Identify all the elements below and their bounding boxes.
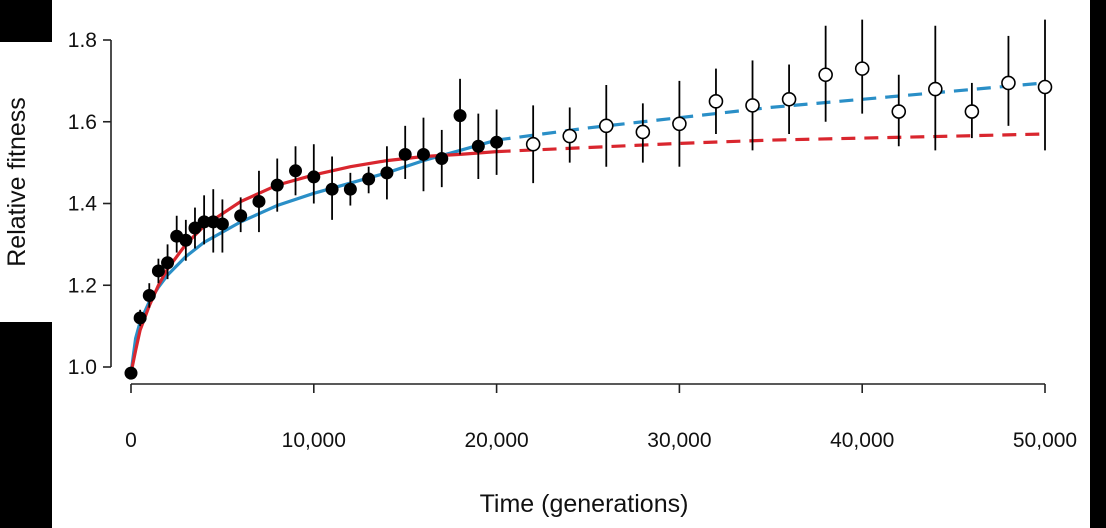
data-point-open — [818, 67, 833, 83]
curve-1-dashed — [496, 132, 1046, 154]
data-point-open — [672, 116, 687, 132]
data-point-filled — [362, 172, 376, 186]
data-point-filled — [343, 182, 357, 196]
data-point-open — [891, 104, 907, 119]
data-point-open — [525, 136, 541, 152]
data-point-filled — [234, 209, 248, 223]
data-point-open — [745, 98, 760, 113]
data-point-filled — [289, 164, 303, 178]
curve-1-solid — [129, 150, 497, 374]
data-point-open — [635, 124, 651, 140]
y-tick-label: 1.2 — [68, 274, 97, 297]
x-tick-label: 10,000 — [282, 429, 346, 452]
points-layer — [124, 61, 1053, 380]
data-point-filled — [270, 178, 284, 192]
data-point-filled — [325, 182, 339, 196]
curve-0-dashed — [496, 81, 1046, 142]
data-point-filled — [380, 166, 394, 180]
data-point-filled — [124, 366, 138, 380]
data-point-open — [781, 91, 797, 107]
y-axis-title: Relative fitness — [3, 97, 31, 267]
x-tick-label: 30,000 — [647, 429, 711, 452]
data-point-open — [1001, 75, 1016, 91]
data-point-filled — [490, 135, 504, 149]
data-point-filled — [215, 217, 229, 231]
data-point-filled — [471, 139, 485, 153]
x-tick-label: 50,000 — [1013, 429, 1077, 452]
x-tick-label: 20,000 — [464, 429, 528, 452]
x-axis-title: Time (generations) — [480, 490, 689, 518]
y-tick-label: 1.0 — [68, 356, 97, 379]
data-point-filled — [161, 256, 175, 270]
data-point-filled — [133, 311, 147, 325]
axes-layer: 1.0 1.2 1.4 1.6 1.8 0 10,000 20,000 30,000 40,000… — [68, 29, 1077, 452]
x-tick-label: 40,000 — [830, 429, 894, 452]
data-point-open — [708, 94, 724, 109]
data-point-open — [964, 104, 980, 119]
error-bars-layer — [139, 19, 1046, 327]
data-point-open — [1037, 79, 1053, 95]
data-point-filled — [435, 152, 449, 166]
y-tick-label: 1.8 — [68, 29, 97, 52]
data-point-open — [598, 118, 614, 134]
y-axis-label-box — [0, 42, 54, 322]
curves-layer — [129, 81, 1046, 374]
y-tick-label: 1.6 — [68, 111, 97, 134]
data-point-open — [928, 81, 943, 97]
data-point-filled — [179, 233, 193, 247]
data-point-filled — [398, 147, 412, 161]
x-tick-label: 0 — [125, 429, 137, 452]
data-point-open — [854, 61, 870, 76]
data-point-filled — [307, 170, 321, 184]
y-tick-label: 1.4 — [68, 193, 98, 216]
chart-panel — [52, 0, 1090, 528]
data-point-filled — [142, 288, 156, 302]
data-point-filled — [188, 221, 202, 235]
data-point-filled — [252, 194, 266, 208]
data-point-filled — [453, 109, 467, 123]
data-point-open — [562, 128, 578, 144]
data-point-filled — [151, 264, 165, 278]
data-point-filled — [416, 147, 430, 161]
